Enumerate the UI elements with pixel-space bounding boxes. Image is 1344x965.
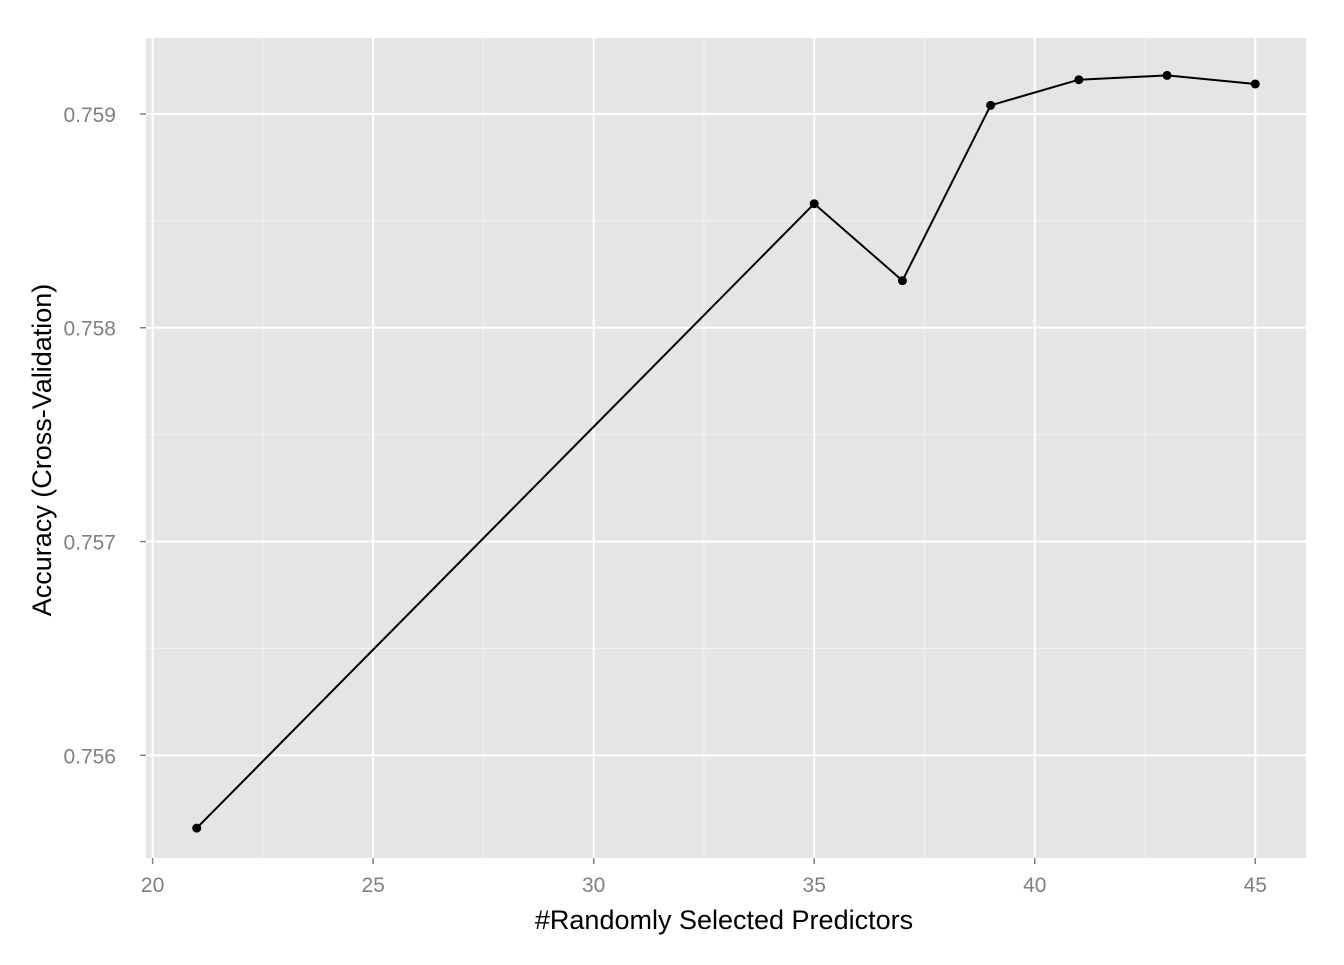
data-point [809, 199, 819, 209]
data-point [897, 276, 907, 286]
major-gridlines [146, 38, 1306, 858]
plot-panel [146, 38, 1306, 858]
data-point [1162, 70, 1172, 80]
y-axis: 0.756 0.757 0.758 0.759 [63, 104, 146, 768]
x-tick-label: 30 [582, 874, 605, 897]
y-tick-label: 0.756 [63, 745, 116, 768]
x-tick-label: 35 [803, 874, 826, 897]
data-point [1250, 79, 1260, 89]
data-point [192, 823, 202, 833]
x-tick-label: 45 [1244, 874, 1267, 897]
x-axis-title: #Randomly Selected Predictors [535, 905, 913, 935]
x-axis: 20 25 30 35 40 45 [141, 858, 1267, 897]
data-point [986, 100, 996, 110]
series-layer [192, 70, 1260, 833]
x-tick-label: 40 [1023, 874, 1046, 897]
minor-gridlines [146, 38, 1306, 858]
x-tick-label: 20 [141, 874, 164, 897]
y-axis-title: Accuracy (Cross-Validation) [27, 284, 57, 617]
data-point [1074, 75, 1084, 85]
y-tick-label: 0.757 [63, 532, 116, 555]
y-tick-label: 0.759 [63, 104, 116, 127]
x-tick-label: 25 [361, 874, 384, 897]
y-tick-label: 0.758 [63, 318, 116, 341]
